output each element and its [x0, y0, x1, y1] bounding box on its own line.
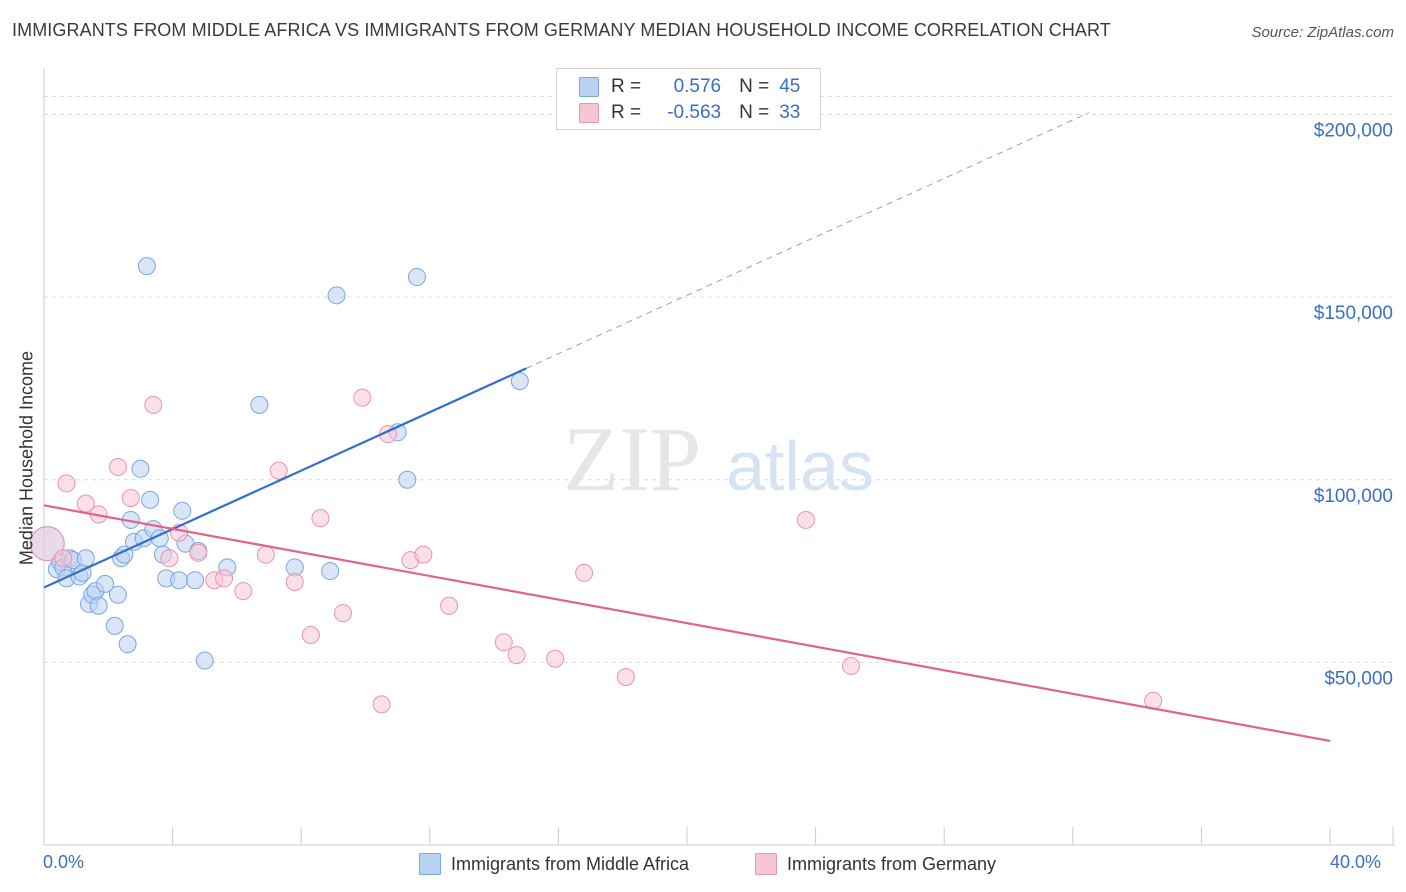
legend-r-label: R = — [611, 76, 642, 97]
y-axis-label: Median Household Income — [16, 350, 37, 566]
bottom-legend-swatch-middle-africa — [419, 853, 441, 875]
bottom-legend-middle-africa: Immigrants from Middle Africa — [419, 852, 689, 876]
trend-lines — [43, 112, 1331, 742]
data-point-middle-africa — [407, 268, 426, 287]
bottom-legend-swatch-germany — [755, 853, 777, 875]
data-point-germany — [108, 457, 127, 476]
data-point-middle-africa — [141, 490, 160, 509]
legend-n-value: 33 — [779, 102, 801, 123]
watermark: ZIP atlas — [563, 408, 874, 510]
data-point-middle-africa — [170, 571, 189, 590]
legend-n-label: N = — [739, 76, 770, 97]
data-point-middle-africa — [89, 596, 108, 615]
y-tick-label: $200,000 — [1314, 121, 1393, 142]
legend-r-value: -0.563 — [667, 102, 722, 123]
data-point-germany — [575, 563, 594, 582]
data-point-germany — [57, 474, 76, 493]
data-point-germany — [269, 461, 288, 480]
data-point-germany — [285, 573, 304, 592]
x-tick-label-max: 40.0% — [1330, 852, 1382, 872]
data-point-germany — [494, 633, 513, 652]
data-point-germany — [311, 509, 330, 528]
data-point-middle-africa — [131, 459, 150, 478]
bottom-legend-label-germany: Immigrants from Germany — [787, 853, 997, 874]
legend-r-value: 0.576 — [673, 76, 722, 97]
data-point-germany — [440, 596, 459, 615]
axes — [43, 68, 1395, 846]
y-tick-label: $100,000 — [1314, 486, 1393, 507]
watermark-zip: ZIP — [563, 408, 701, 510]
y-tick-labels: $50,000 $100,000 $150,000 $200,000 — [1314, 121, 1393, 690]
data-point-germany — [414, 545, 433, 564]
data-point-germany — [121, 489, 140, 508]
trend-line-middle-africa-extension — [526, 112, 1090, 369]
data-point-germany — [29, 526, 65, 562]
legend-row-germany: R = -0.563 N = 33 — [579, 101, 800, 125]
bottom-legend-label-middle-africa: Immigrants from Middle Africa — [451, 853, 690, 874]
data-point-middle-africa — [96, 574, 115, 593]
data-point-middle-africa — [173, 501, 192, 520]
data-point-germany — [256, 545, 275, 564]
data-point-middle-africa — [510, 372, 529, 391]
data-point-middle-africa — [195, 651, 214, 670]
legend-n-label: N = — [739, 102, 770, 123]
watermark-atlas: atlas — [726, 427, 874, 505]
data-point-middle-africa — [105, 616, 124, 635]
trend-line-germany — [43, 504, 1331, 742]
data-point-germany — [333, 604, 352, 623]
legend-swatch-middle-africa — [579, 77, 599, 97]
data-point-germany — [54, 549, 73, 568]
data-point-middle-africa — [137, 257, 156, 276]
data-point-germany — [189, 543, 208, 562]
legend-r-label: R = — [611, 102, 642, 123]
data-point-germany — [796, 510, 815, 529]
grid-lines — [44, 96, 1395, 663]
data-point-middle-africa — [118, 635, 137, 654]
y-tick-label: $50,000 — [1324, 668, 1393, 689]
data-point-middle-africa — [327, 286, 346, 305]
data-point-germany — [616, 667, 635, 686]
legend-swatch-germany — [579, 103, 599, 123]
data-point-germany — [215, 569, 234, 588]
legend-row-middle-africa: R = 0.576 N = 45 — [579, 75, 800, 99]
data-point-germany — [546, 649, 565, 668]
source-label: Source: ZipAtlas.com — [1251, 24, 1394, 41]
data-point-middle-africa — [398, 470, 417, 489]
x-tick-label-min: 0.0% — [43, 852, 85, 872]
data-point-germany — [353, 388, 372, 407]
data-point-germany — [372, 695, 391, 714]
data-point-middle-africa — [76, 549, 95, 568]
data-point-germany — [841, 657, 860, 676]
data-point-germany — [144, 395, 163, 414]
data-point-germany — [160, 549, 179, 568]
correlation-legend: R = 0.576 N = 45 R = -0.563 N = 33 — [556, 68, 821, 130]
trend-line-middle-africa — [43, 367, 527, 589]
data-point-middle-africa — [108, 585, 127, 604]
data-point-germany — [301, 625, 320, 644]
data-point-middle-africa — [321, 562, 340, 581]
data-point-germany — [507, 646, 526, 665]
data-point-middle-africa — [250, 395, 269, 414]
bottom-legend-germany: Immigrants from Germany — [755, 852, 996, 876]
legend-n-value: 45 — [779, 76, 801, 97]
data-point-germany — [234, 582, 253, 601]
y-tick-label: $150,000 — [1314, 303, 1393, 324]
chart-title: IMMIGRANTS FROM MIDDLE AFRICA VS IMMIGRA… — [12, 20, 1111, 40]
data-point-middle-africa — [186, 571, 205, 590]
